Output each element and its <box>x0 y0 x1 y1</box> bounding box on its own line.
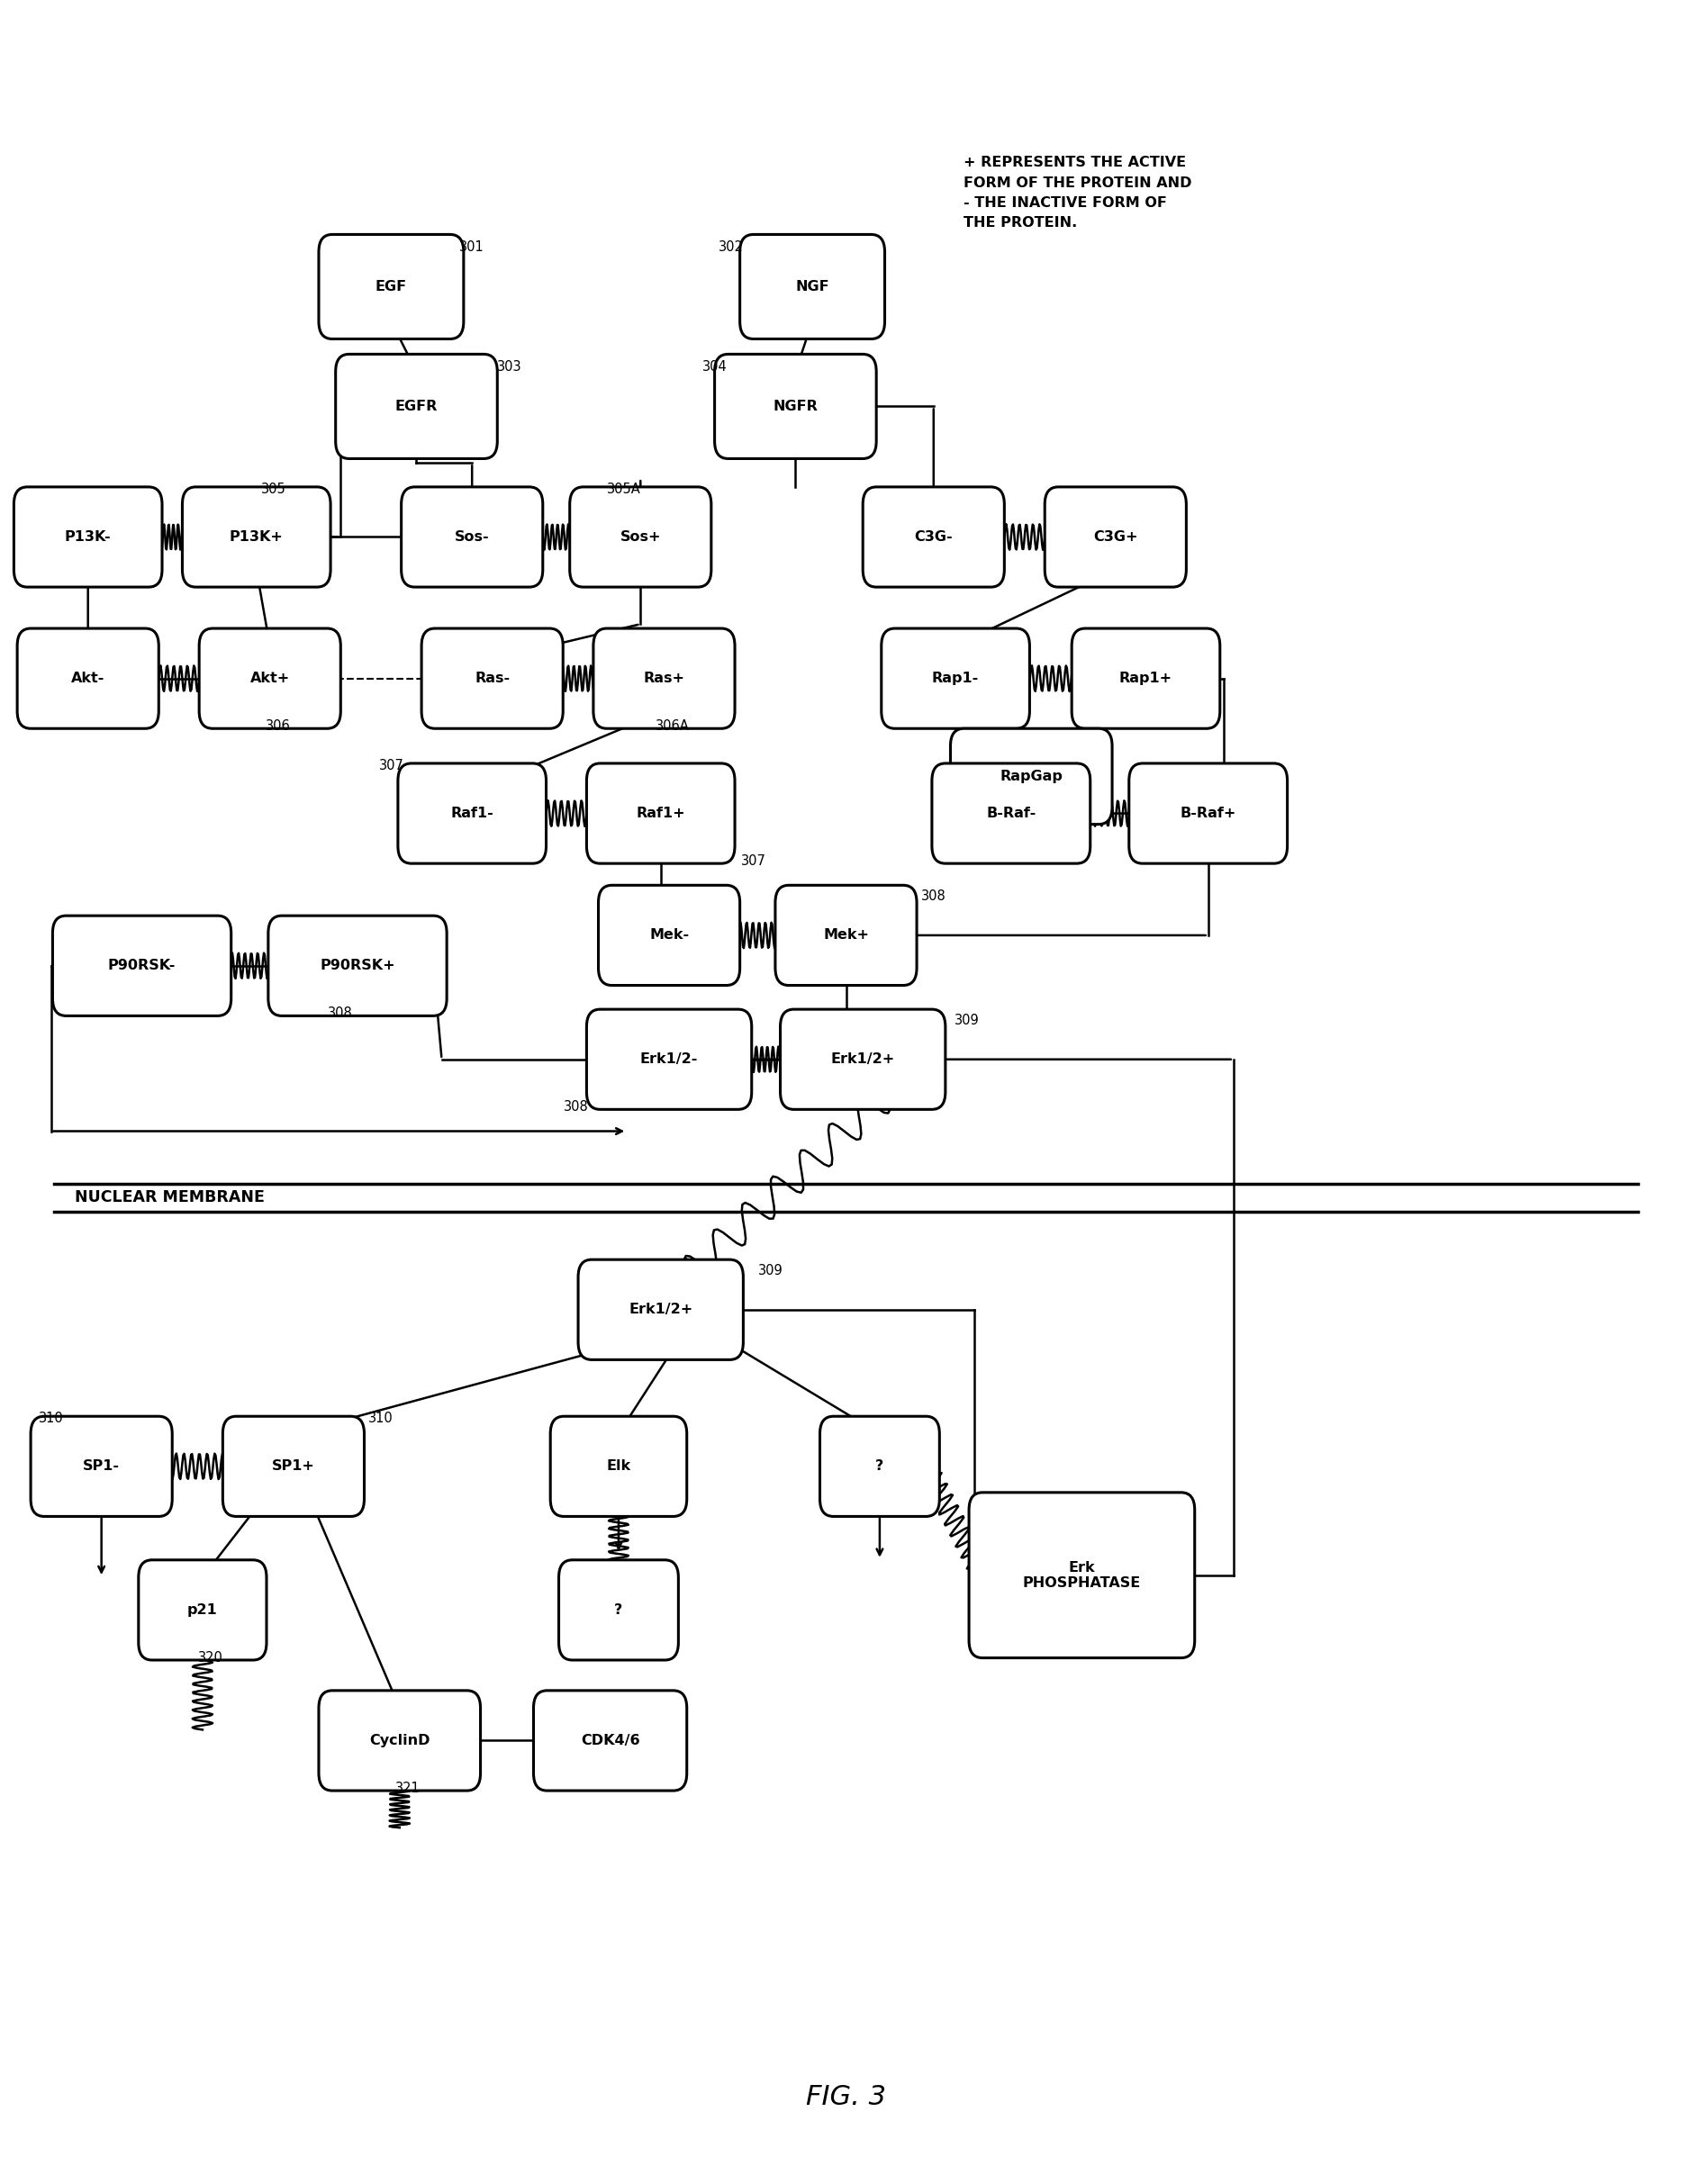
Text: 309: 309 <box>758 1265 783 1278</box>
FancyBboxPatch shape <box>863 487 1005 587</box>
Text: Erk1/2+: Erk1/2+ <box>629 1304 692 1317</box>
FancyBboxPatch shape <box>139 1559 267 1660</box>
Text: Erk1/2+: Erk1/2+ <box>831 1053 895 1066</box>
Text: 307: 307 <box>379 758 404 773</box>
Text: Elk: Elk <box>606 1459 631 1474</box>
Text: 305A: 305A <box>607 483 641 496</box>
FancyBboxPatch shape <box>932 764 1090 863</box>
FancyBboxPatch shape <box>401 487 543 587</box>
FancyBboxPatch shape <box>269 915 447 1016</box>
FancyBboxPatch shape <box>594 629 734 729</box>
Text: ?: ? <box>875 1459 883 1474</box>
Text: 310: 310 <box>39 1411 63 1426</box>
Text: Raf1-: Raf1- <box>450 806 494 821</box>
Text: C3G+: C3G+ <box>1093 531 1137 544</box>
Text: Ras+: Ras+ <box>643 673 685 686</box>
Text: Mek-: Mek- <box>650 928 689 941</box>
FancyBboxPatch shape <box>200 629 340 729</box>
Text: 321: 321 <box>396 1782 421 1795</box>
FancyBboxPatch shape <box>30 1415 173 1516</box>
FancyBboxPatch shape <box>550 1415 687 1516</box>
Text: 303: 303 <box>497 360 521 373</box>
Text: Mek+: Mek+ <box>822 928 870 941</box>
Text: 309: 309 <box>954 1013 980 1026</box>
Text: Ras-: Ras- <box>475 673 509 686</box>
Text: P90RSK+: P90RSK+ <box>320 959 396 972</box>
FancyBboxPatch shape <box>318 1690 481 1791</box>
FancyBboxPatch shape <box>587 764 734 863</box>
Text: 308: 308 <box>563 1101 589 1114</box>
Text: RapGap: RapGap <box>1000 769 1063 784</box>
FancyBboxPatch shape <box>780 1009 946 1109</box>
Text: NUCLEAR MEMBRANE: NUCLEAR MEMBRANE <box>74 1190 264 1206</box>
Text: CyclinD: CyclinD <box>369 1734 430 1747</box>
FancyBboxPatch shape <box>17 629 159 729</box>
FancyBboxPatch shape <box>1044 487 1186 587</box>
Text: NGF: NGF <box>795 280 829 293</box>
FancyBboxPatch shape <box>183 487 330 587</box>
FancyBboxPatch shape <box>775 885 917 985</box>
Text: EGFR: EGFR <box>396 400 438 413</box>
FancyBboxPatch shape <box>821 1415 939 1516</box>
FancyBboxPatch shape <box>739 234 885 339</box>
FancyBboxPatch shape <box>558 1559 678 1660</box>
Text: Raf1+: Raf1+ <box>636 806 685 821</box>
FancyBboxPatch shape <box>599 885 739 985</box>
Text: Rap1-: Rap1- <box>932 673 980 686</box>
Text: 304: 304 <box>702 360 728 373</box>
Text: p21: p21 <box>188 1603 218 1616</box>
Text: C3G-: C3G- <box>914 531 953 544</box>
FancyBboxPatch shape <box>1071 629 1220 729</box>
Text: 306A: 306A <box>655 719 690 734</box>
Text: B-Raf+: B-Raf+ <box>1179 806 1237 821</box>
FancyBboxPatch shape <box>533 1690 687 1791</box>
Text: 310: 310 <box>369 1411 394 1426</box>
Text: Sos+: Sos+ <box>619 531 662 544</box>
FancyBboxPatch shape <box>223 1415 364 1516</box>
FancyBboxPatch shape <box>52 915 232 1016</box>
Text: SP1+: SP1+ <box>272 1459 315 1474</box>
FancyBboxPatch shape <box>318 234 464 339</box>
Text: EGF: EGF <box>376 280 408 293</box>
FancyBboxPatch shape <box>14 487 162 587</box>
Text: Erk
PHOSPHATASE: Erk PHOSPHATASE <box>1022 1562 1140 1590</box>
Text: ?: ? <box>614 1603 623 1616</box>
Text: NGFR: NGFR <box>773 400 817 413</box>
FancyBboxPatch shape <box>1129 764 1288 863</box>
Text: 308: 308 <box>328 1007 354 1020</box>
Text: Rap1+: Rap1+ <box>1118 673 1173 686</box>
Text: Sos-: Sos- <box>455 531 489 544</box>
Text: B-Raf-: B-Raf- <box>986 806 1036 821</box>
Text: P13K+: P13K+ <box>230 531 283 544</box>
Text: 307: 307 <box>741 854 766 867</box>
FancyBboxPatch shape <box>587 1009 751 1109</box>
Text: SP1-: SP1- <box>83 1459 120 1474</box>
FancyBboxPatch shape <box>970 1492 1195 1658</box>
FancyBboxPatch shape <box>882 629 1030 729</box>
Text: Akt-: Akt- <box>71 673 105 686</box>
Text: 308: 308 <box>920 889 946 902</box>
Text: + REPRESENTS THE ACTIVE
FORM OF THE PROTEIN AND
- THE INACTIVE FORM OF
THE PROTE: + REPRESENTS THE ACTIVE FORM OF THE PROT… <box>964 155 1193 229</box>
Text: P13K-: P13K- <box>64 531 112 544</box>
Text: 302: 302 <box>719 240 744 253</box>
Text: Akt+: Akt+ <box>250 673 289 686</box>
Text: CDK4/6: CDK4/6 <box>580 1734 640 1747</box>
Text: 301: 301 <box>460 240 484 253</box>
FancyBboxPatch shape <box>570 487 711 587</box>
FancyBboxPatch shape <box>335 354 497 459</box>
Text: 320: 320 <box>198 1651 223 1664</box>
Text: Erk1/2-: Erk1/2- <box>640 1053 699 1066</box>
FancyBboxPatch shape <box>579 1260 743 1361</box>
Text: FIG. 3: FIG. 3 <box>805 2084 887 2110</box>
FancyBboxPatch shape <box>398 764 547 863</box>
Text: 305: 305 <box>261 483 286 496</box>
FancyBboxPatch shape <box>714 354 876 459</box>
Text: P90RSK-: P90RSK- <box>108 959 176 972</box>
FancyBboxPatch shape <box>421 629 563 729</box>
Text: 306: 306 <box>266 719 291 734</box>
FancyBboxPatch shape <box>951 729 1112 823</box>
